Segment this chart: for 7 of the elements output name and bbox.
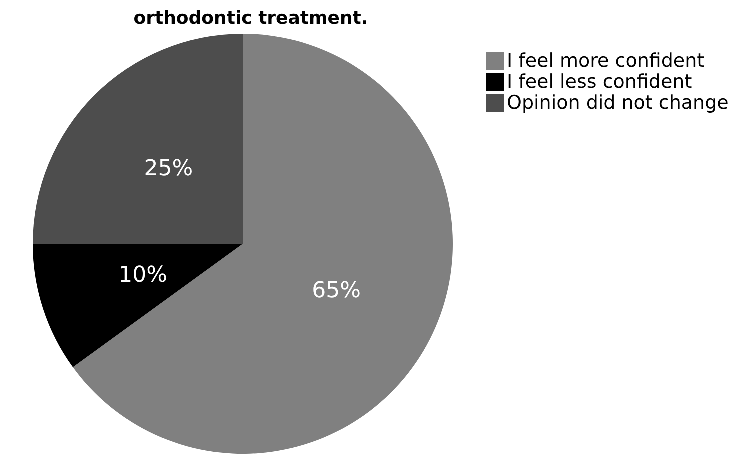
legend-label: Opinion did not change <box>507 92 729 114</box>
data-label: 65% <box>312 278 362 304</box>
legend-label: I feel less confident <box>507 71 692 93</box>
chart-title: orthodontic treatment. <box>132 8 370 29</box>
data-label: 25% <box>144 156 194 182</box>
data-label: 10% <box>118 263 168 288</box>
legend-label: I feel more confident <box>507 50 705 72</box>
